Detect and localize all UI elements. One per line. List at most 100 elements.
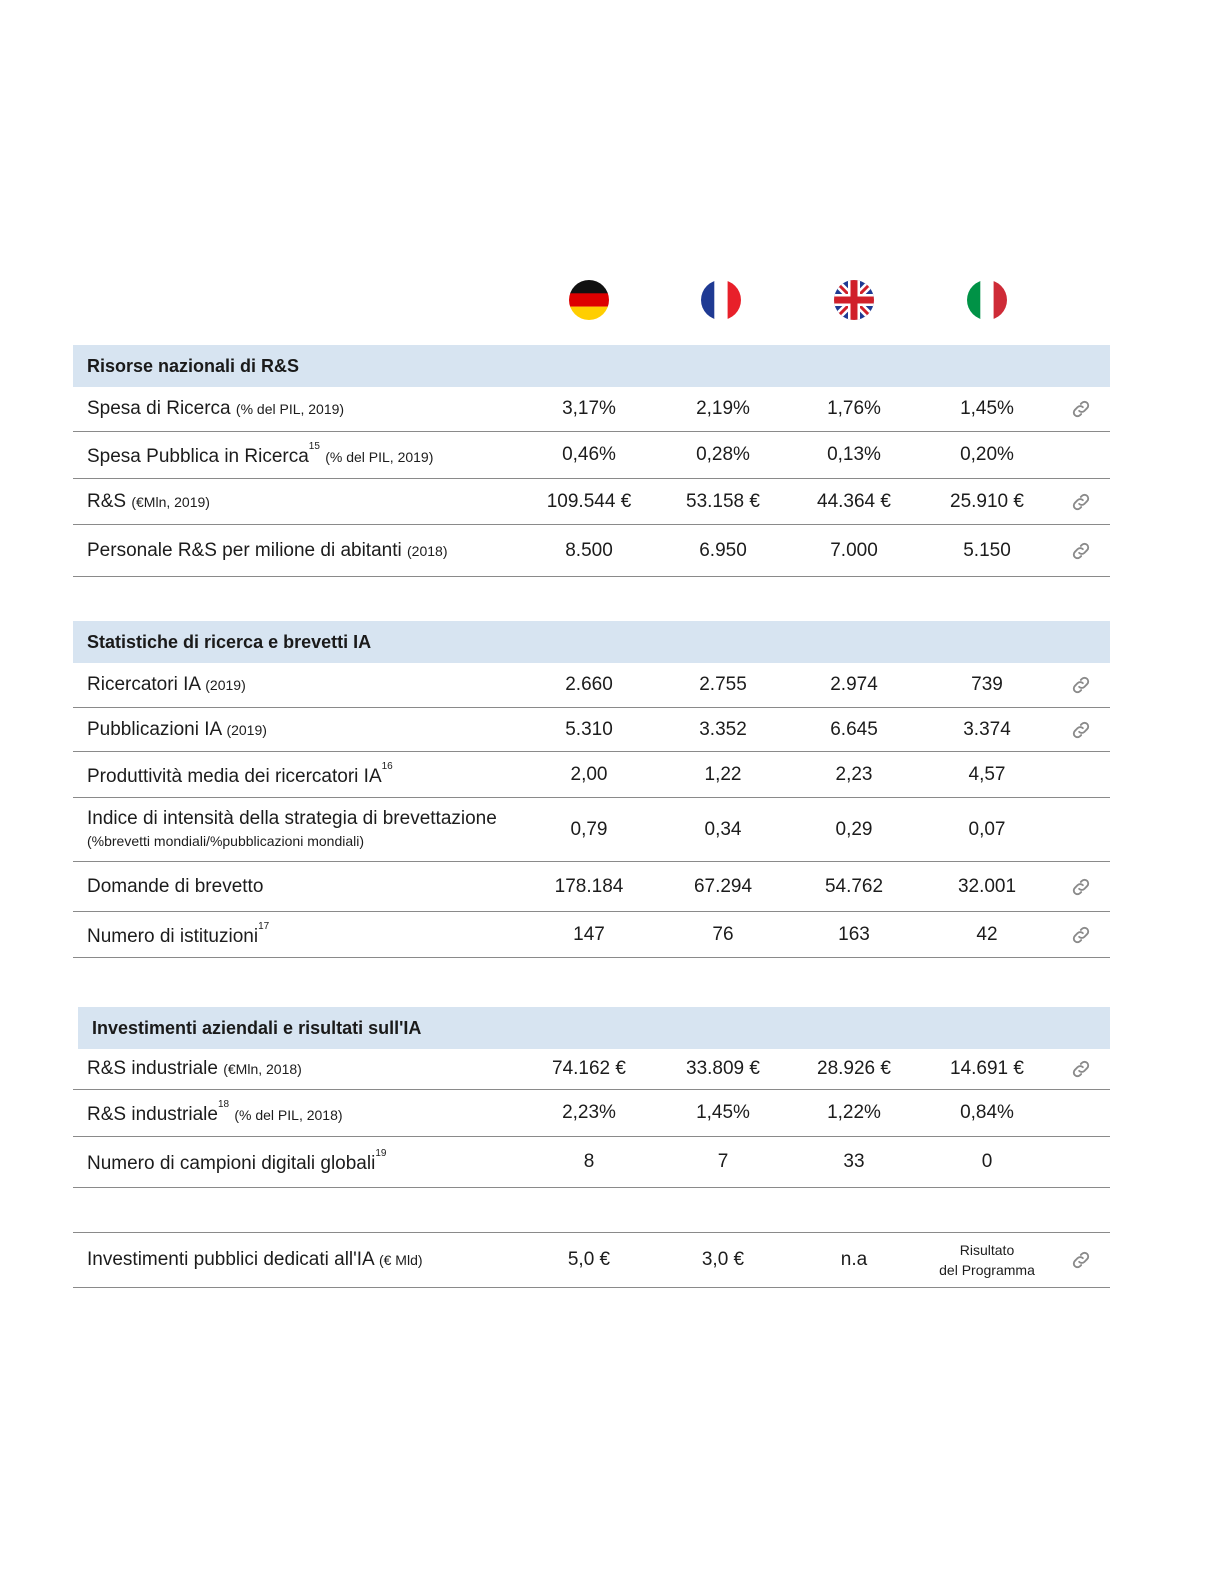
section-statistiche-ricerca: Statistiche di ricerca e brevetti IA Rice…	[73, 621, 1110, 958]
table-cell: 2,00	[570, 763, 608, 785]
footnote-ref: 18	[217, 1098, 230, 1110]
row-label: Investimenti pubblici dedicati all'IA (€…	[87, 1249, 423, 1271]
table-cell: 147	[573, 923, 605, 945]
table-cell: 74.162 €	[552, 1058, 626, 1079]
link-icon[interactable]	[1070, 719, 1092, 741]
germany-flag-icon	[569, 280, 609, 320]
table-cell: 7.000	[830, 539, 878, 561]
link-icon[interactable]	[1070, 1249, 1092, 1271]
row-label-text: Produttività media dei ricercatori IA	[87, 765, 382, 787]
section-investimenti-aziendali: Investimenti aziendali e risultati sull'…	[73, 1007, 1110, 1188]
table-cell: 0,20%	[960, 444, 1014, 465]
table-cell: 5,0 €	[567, 1249, 611, 1270]
table-row: Indice di intensità della strategia di b…	[73, 798, 1110, 862]
row-label: Numero di campioni digitali globali19	[87, 1148, 386, 1175]
table-row: Ricercatori IA (2019) 2.660 2.755 2.974 739	[73, 663, 1110, 708]
table-cell: 2,19%	[696, 398, 750, 419]
table-cell: 1,45%	[696, 1102, 750, 1123]
table-cell: 1,76%	[827, 398, 881, 419]
table-cell: 6.645	[830, 718, 878, 740]
table-cell: n.a	[840, 1249, 868, 1270]
table-cell: 2.755	[699, 674, 747, 695]
section-investimenti-pubblici: Investimenti pubblici dedicati all'IA (€…	[73, 1232, 1110, 1288]
footnote-ref: 17	[258, 920, 270, 932]
table-cell: 0,07	[968, 818, 1006, 840]
link-icon[interactable]	[1070, 924, 1092, 946]
row-label: Spesa Pubblica in Ricerca15 (% del PIL, …	[87, 441, 433, 468]
table-cell: 163	[838, 923, 870, 945]
link-icon[interactable]	[1070, 540, 1092, 562]
table-cell: 0	[981, 1151, 993, 1172]
table-cell: 178.184	[554, 875, 624, 897]
row-label-text: R&S	[87, 490, 127, 512]
row-label-text: Personale R&S per milione di abitanti	[87, 539, 402, 561]
table-cell: 0,79	[570, 818, 608, 840]
row-label: Produttività media dei ricercatori IA16	[87, 760, 393, 787]
table-cell: 3.374	[963, 718, 1011, 740]
table-cell: 33.809 €	[686, 1058, 760, 1079]
section-title: Risorse nazionali di R&S	[73, 345, 1110, 387]
row-label: Indice di intensità della strategia di b…	[87, 808, 547, 852]
table-cell: Risultato del Programma	[939, 1242, 1035, 1278]
table-cell: 2,23	[835, 763, 873, 785]
table-row: Spesa Pubblica in Ricerca15 (% del PIL, …	[73, 432, 1110, 479]
row-label: R&S industriale18 (% del PIL, 2018)	[87, 1098, 343, 1126]
section-title: Statistiche di ricerca e brevetti IA	[73, 621, 1110, 663]
table-cell: 25.910 €	[950, 490, 1024, 512]
row-label-text: R&S industriale	[87, 1104, 218, 1126]
country-flags-header	[0, 280, 1230, 320]
table-row: Domande di brevetto 178.184 67.294 54.762 32…	[73, 862, 1110, 912]
table-row: R&S (€Mln, 2019) 109.544 € 53.158 € 44.364 …	[73, 479, 1110, 525]
table-cell: 3.352	[699, 718, 747, 740]
row-label: Numero di istituzioni17	[87, 920, 270, 947]
row-label-text: Indice di intensità della strategia di b…	[87, 807, 497, 829]
row-label-text: Investimenti pubblici dedicati all'IA	[87, 1249, 374, 1270]
link-icon[interactable]	[1070, 674, 1092, 696]
table-cell: 76	[712, 923, 734, 945]
row-label-note: (€Mln, 2019)	[131, 493, 210, 510]
row-label: Personale R&S per milione di abitanti (2…	[87, 540, 447, 562]
table-row: R&S industriale18 (% del PIL, 2018) 2,23%…	[73, 1090, 1110, 1137]
table-cell: 3,0 €	[701, 1249, 745, 1270]
row-label-note: (€ Mld)	[378, 1252, 423, 1268]
row-label-note: (%brevetti mondiali/%pubblicazioni mondi…	[87, 832, 365, 849]
table-cell: 67.294	[693, 875, 753, 897]
table-cell: 0,13%	[827, 444, 881, 465]
table-cell: 14.691 €	[950, 1058, 1024, 1079]
table-cell: 53.158 €	[686, 490, 760, 512]
link-icon[interactable]	[1070, 398, 1092, 420]
row-label: Pubblicazioni IA (2019)	[87, 719, 267, 741]
table-row: Pubblicazioni IA (2019) 5.310 3.352 6.645 3.…	[73, 708, 1110, 752]
row-label-text: Pubblicazioni IA	[87, 718, 222, 740]
table-cell: 2.660	[565, 674, 613, 695]
row-label-note: (€Mln, 2018)	[223, 1061, 302, 1077]
table-cell: 5.150	[963, 539, 1011, 561]
table-row: Numero di campioni digitali globali19 8 7 3…	[73, 1137, 1110, 1188]
row-label-note: (% del PIL, 2019)	[235, 401, 345, 417]
table-cell: 7	[717, 1151, 729, 1172]
row-label-text: Spesa di Ricerca	[87, 398, 231, 419]
link-icon[interactable]	[1070, 491, 1092, 513]
table-cell: 109.544 €	[546, 490, 632, 512]
table-cell: 0,46%	[562, 444, 616, 465]
table-cell: 44.364 €	[817, 490, 891, 512]
table-cell: 0,29	[835, 818, 873, 840]
row-label-text: Domande di brevetto	[87, 875, 264, 897]
row-label-note: (2018)	[407, 542, 448, 559]
table-cell: 32.001	[957, 875, 1017, 897]
link-icon[interactable]	[1070, 876, 1092, 898]
table-cell: 5.310	[565, 718, 613, 740]
row-label-text: Ricercatori IA	[87, 674, 200, 695]
row-label-note: (2019)	[205, 677, 246, 693]
section-risorse-nazionali: Risorse nazionali di R&S Spesa di Ricerca…	[73, 345, 1110, 577]
table-row: Personale R&S per milione di abitanti (2…	[73, 525, 1110, 577]
link-icon[interactable]	[1070, 1058, 1092, 1080]
footnote-ref: 16	[381, 760, 393, 772]
table-cell: 3,17%	[562, 398, 616, 419]
table-row: R&S industriale (€Mln, 2018) 74.162 € 33.8…	[73, 1049, 1110, 1090]
row-label-text: Spesa Pubblica in Ricerca	[87, 446, 309, 468]
table-row: Investimenti pubblici dedicati all'IA (€…	[73, 1233, 1110, 1288]
row-label: Spesa di Ricerca (% del PIL, 2019)	[87, 398, 344, 420]
row-label: Ricercatori IA (2019)	[87, 674, 246, 696]
table-cell: 0,84%	[960, 1102, 1014, 1123]
